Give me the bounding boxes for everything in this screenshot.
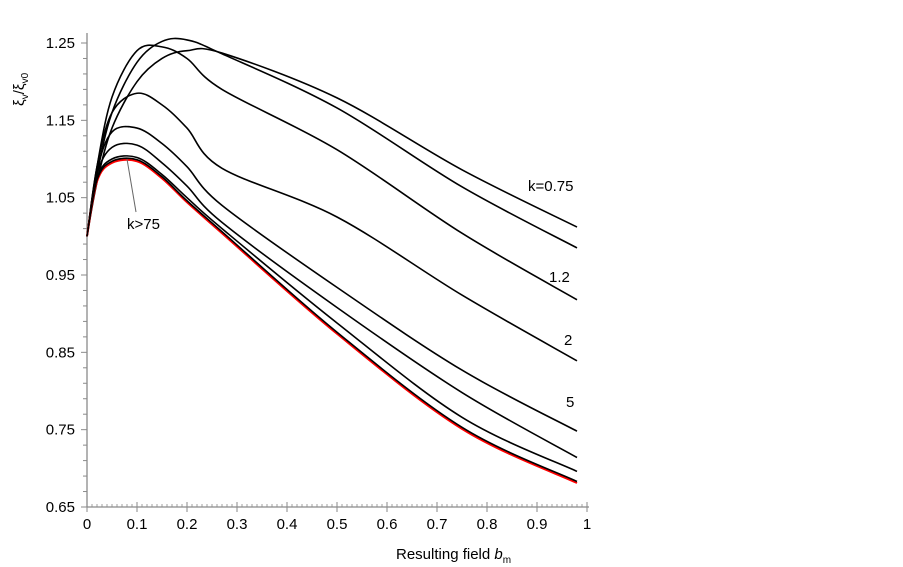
series-line-1	[86, 37, 578, 249]
annotation-k75: k>75	[127, 216, 160, 233]
y-tick-label: 1.25	[46, 35, 75, 52]
y-axis-label: ξv/ξv0	[11, 72, 31, 106]
axes: 0 0.1 0.2 0.3 0.4 0.5 0.6 0.7 0.8 0.9 1 0.65 0.75 0.8…	[46, 33, 591, 533]
annotations: k=0.75 1.2 2 5 k>75	[126, 158, 574, 411]
x-tick-label: 0	[83, 516, 91, 533]
series-line-0	[86, 47, 578, 237]
series-line-5	[86, 142, 578, 459]
y-tick-label: 0.75	[46, 422, 75, 439]
series-line-8	[86, 158, 578, 484]
series-line-3	[86, 92, 578, 362]
annotation-k075: k=0.75	[528, 178, 573, 195]
x-tick-label: 0.1	[127, 516, 148, 533]
x-tick-label: 0.6	[377, 516, 398, 533]
y-tick-label: 0.95	[46, 267, 75, 284]
x-tick-label: 0.3	[227, 516, 248, 533]
series-line-2	[86, 44, 578, 301]
x-tick-label: 0.2	[177, 516, 198, 533]
x-tick-label: 0.7	[427, 516, 448, 533]
series-group	[86, 37, 578, 484]
annotation-leader-line	[126, 158, 137, 213]
annotation-k2: 2	[564, 332, 572, 349]
x-tick-label: 0.8	[477, 516, 498, 533]
annotation-k5: 5	[566, 394, 574, 411]
x-tick-label: 0.5	[327, 516, 348, 533]
x-tick-label: 0.4	[277, 516, 298, 533]
y-tick-label: 1.05	[46, 190, 75, 207]
x-tick-label: 1	[583, 516, 591, 533]
y-tick-label: 0.65	[46, 499, 75, 516]
series-line-7	[86, 157, 578, 483]
y-tick-label: 1.15	[46, 112, 75, 129]
series-line-4	[86, 125, 578, 432]
y-tick-label: 0.85	[46, 344, 75, 361]
series-line-6	[86, 155, 578, 473]
x-axis-label: Resulting field bm	[396, 546, 511, 566]
x-tick-label: 0.9	[527, 516, 548, 533]
annotation-k12: 1.2	[549, 269, 570, 286]
